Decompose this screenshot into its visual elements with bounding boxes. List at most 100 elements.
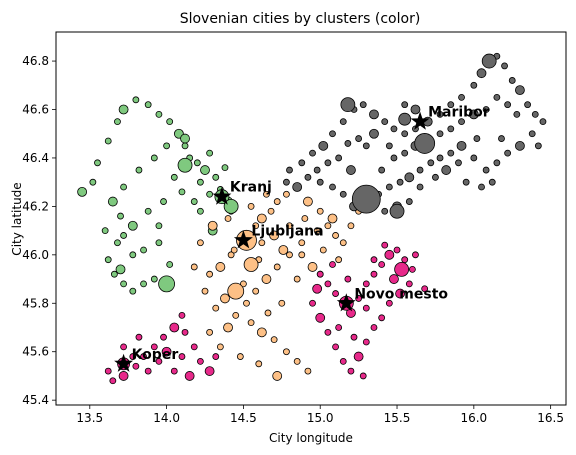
city-point bbox=[252, 222, 260, 230]
city-point bbox=[504, 101, 512, 109]
city-point bbox=[493, 93, 501, 101]
city-point bbox=[329, 183, 336, 191]
x-tick-label: 13.5 bbox=[76, 411, 103, 425]
city-point bbox=[129, 287, 137, 295]
city-point bbox=[161, 346, 172, 357]
city-point bbox=[432, 173, 439, 181]
city-point bbox=[436, 130, 444, 138]
city-point bbox=[347, 367, 355, 375]
city-point bbox=[324, 280, 332, 288]
city-point bbox=[298, 251, 306, 259]
city-point bbox=[140, 353, 147, 360]
city-point bbox=[515, 140, 525, 151]
city-point bbox=[256, 213, 267, 224]
city-point bbox=[155, 222, 163, 230]
city-point bbox=[385, 142, 393, 150]
city-point bbox=[508, 77, 516, 84]
city-point bbox=[286, 251, 293, 259]
city-point bbox=[206, 270, 214, 278]
large-points-layer bbox=[117, 53, 497, 371]
city-point bbox=[470, 154, 478, 162]
city-point bbox=[170, 173, 178, 181]
city-point bbox=[335, 256, 343, 264]
city-point bbox=[155, 110, 163, 118]
centroid-star bbox=[114, 353, 134, 372]
city-point bbox=[221, 164, 229, 172]
x-tick-label: 16.5 bbox=[537, 411, 564, 425]
city-point bbox=[355, 135, 363, 142]
city-point bbox=[332, 343, 339, 351]
city-point bbox=[104, 137, 112, 145]
x-tick-label: 16.0 bbox=[460, 411, 487, 425]
city-point bbox=[498, 135, 505, 142]
city-point bbox=[304, 173, 312, 181]
city-point bbox=[190, 198, 198, 205]
city-point bbox=[381, 207, 389, 215]
city-point-large bbox=[481, 53, 497, 69]
city-point bbox=[416, 183, 424, 191]
city-point bbox=[127, 220, 138, 231]
city-point bbox=[144, 367, 152, 375]
city-point bbox=[94, 159, 101, 167]
city-point bbox=[117, 212, 124, 220]
city-point bbox=[324, 222, 332, 230]
city-point bbox=[184, 371, 195, 381]
city-point bbox=[528, 130, 536, 138]
city-point bbox=[190, 263, 198, 271]
city-point bbox=[293, 275, 301, 283]
city-point bbox=[115, 264, 126, 275]
centroid-label: Koper bbox=[132, 347, 179, 363]
city-point bbox=[410, 104, 421, 115]
city-point bbox=[350, 333, 358, 341]
y-axis-label: City latitude bbox=[10, 182, 24, 255]
city-point bbox=[298, 239, 306, 247]
centroid-label: Novo mesto bbox=[354, 286, 448, 302]
city-point bbox=[319, 246, 327, 254]
city-point bbox=[456, 140, 467, 151]
city-point bbox=[369, 109, 379, 120]
city-point bbox=[309, 149, 316, 157]
city-point bbox=[515, 85, 525, 96]
city-point bbox=[378, 261, 386, 268]
city-point bbox=[155, 358, 163, 365]
city-point bbox=[144, 101, 152, 109]
city-point bbox=[513, 110, 521, 118]
city-point bbox=[447, 101, 455, 109]
city-point-large bbox=[389, 203, 405, 219]
city-point bbox=[273, 198, 281, 205]
city-point bbox=[408, 265, 416, 273]
city-point bbox=[436, 110, 444, 118]
city-point bbox=[243, 299, 250, 307]
city-point bbox=[160, 333, 167, 341]
city-point bbox=[488, 178, 496, 186]
city-point bbox=[401, 256, 409, 264]
city-point bbox=[339, 190, 347, 198]
city-point bbox=[181, 328, 189, 336]
city-point bbox=[278, 245, 289, 255]
y-tick-label: 46.8 bbox=[22, 54, 49, 68]
city-point bbox=[129, 251, 137, 259]
city-point bbox=[207, 220, 218, 231]
city-point bbox=[166, 118, 174, 126]
centroid-label: Ljubljana bbox=[251, 223, 323, 239]
city-point bbox=[401, 149, 409, 157]
y-tick-label: 46.2 bbox=[22, 199, 49, 213]
city-point bbox=[318, 140, 329, 151]
city-point bbox=[150, 343, 158, 351]
city-point bbox=[273, 263, 281, 271]
city-point bbox=[109, 377, 117, 385]
city-point bbox=[256, 327, 267, 338]
city-point bbox=[292, 182, 303, 192]
city-point bbox=[180, 133, 190, 144]
city-point bbox=[369, 128, 379, 139]
city-point bbox=[224, 215, 232, 222]
city-point bbox=[193, 159, 201, 167]
city-point bbox=[181, 142, 189, 150]
centroid-star bbox=[212, 186, 232, 205]
city-point bbox=[120, 343, 127, 351]
city-point bbox=[212, 173, 220, 181]
city-point bbox=[240, 280, 247, 288]
city-point bbox=[178, 353, 186, 360]
city-point bbox=[270, 336, 278, 344]
city-point bbox=[196, 207, 204, 215]
